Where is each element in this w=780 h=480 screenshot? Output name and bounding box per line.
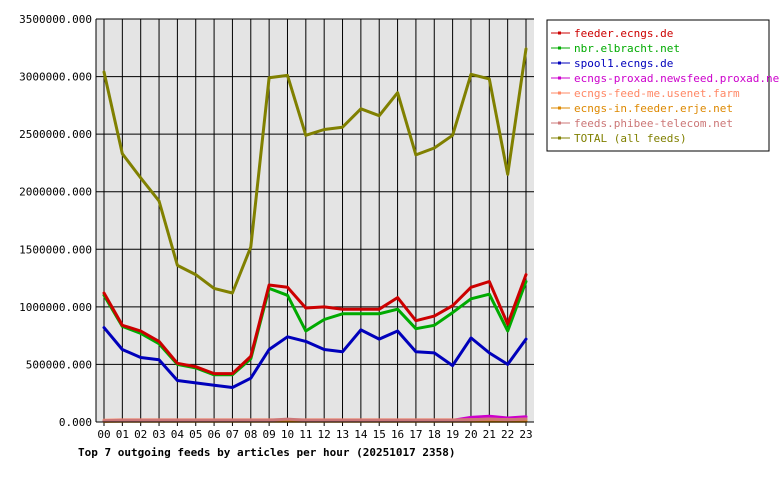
x-tick-label: 08 <box>244 428 257 441</box>
x-tick-label: 06 <box>207 428 220 441</box>
x-tick-label: 05 <box>189 428 202 441</box>
legend-label: feeder.ecngs.de <box>574 27 673 40</box>
legend-marker <box>558 76 561 80</box>
y-tick-label: 500000.000 <box>26 358 92 371</box>
chart-title: Top 7 outgoing feeds by articles per hou… <box>78 446 456 459</box>
series-lines <box>102 47 528 423</box>
legend-label: spool1.ecngs.de <box>574 57 673 70</box>
legend-label: nbr.elbracht.net <box>574 42 680 55</box>
series-line <box>102 326 528 389</box>
x-tick-label: 00 <box>97 428 110 441</box>
x-tick-label: 20 <box>464 428 477 441</box>
legend-label: feeds.phibee-telecom.net <box>574 117 733 130</box>
x-tick-label: 11 <box>299 428 312 441</box>
x-tick-label: 13 <box>336 428 349 441</box>
x-tick-label: 12 <box>318 428 331 441</box>
x-tick-label: 03 <box>152 428 165 441</box>
series-line <box>102 273 528 376</box>
x-tick-label: 04 <box>171 428 185 441</box>
x-tick-label: 01 <box>116 428 129 441</box>
y-tick-label: 3500000.000 <box>19 13 92 26</box>
x-tick-label: 22 <box>501 428 514 441</box>
y-tick-label: 1500000.000 <box>19 243 92 256</box>
x-tick-label: 10 <box>281 428 294 441</box>
x-tick-label: 09 <box>263 428 276 441</box>
legend-marker <box>558 46 561 50</box>
y-axis-ticks: 0.000 500000.000 1000000.000 1500000.000 200… <box>19 13 92 429</box>
x-tick-label: 07 <box>226 428 239 441</box>
y-tick-label: 2000000.000 <box>19 186 92 199</box>
legend-marker <box>558 136 561 140</box>
legend-label: ecngs-proxad.newsfeed.proxad.net <box>574 72 780 85</box>
legend-label: ecngs-in.feeder.erje.net <box>574 102 733 115</box>
y-tick-label: 0.000 <box>59 416 92 429</box>
x-tick-label: 23 <box>519 428 532 441</box>
y-tick-label: 2500000.000 <box>19 128 92 141</box>
legend: feeder.ecngs.de nbr.elbracht.net spool1.ec… <box>546 19 780 152</box>
legend-marker <box>558 106 561 110</box>
x-tick-label: 18 <box>428 428 441 441</box>
series-line <box>102 417 528 423</box>
legend-marker <box>558 121 561 125</box>
x-tick-label: 16 <box>391 428 404 441</box>
legend-box <box>546 19 770 152</box>
x-axis-ticks: 00 01 02 03 04 05 06 07 08 09 10 11 12 13 14 15 16 17 18 19… <box>97 422 533 441</box>
legend-marker <box>558 91 561 95</box>
x-tick-label: 19 <box>446 428 459 441</box>
grid-lines <box>96 18 534 422</box>
legend-marker <box>558 61 561 65</box>
legend-label: ecngs-feed-me.usenet.farm <box>574 87 740 100</box>
legend-label: TOTAL (all feeds) <box>574 132 687 145</box>
legend-marker <box>558 31 561 35</box>
x-tick-label: 17 <box>409 428 422 441</box>
x-tick-label: 21 <box>483 428 496 441</box>
x-tick-label: 15 <box>373 428 386 441</box>
y-tick-label: 3000000.000 <box>19 71 92 84</box>
x-tick-label: 14 <box>354 428 368 441</box>
y-tick-label: 1000000.000 <box>19 301 92 314</box>
series-line <box>102 47 528 295</box>
x-tick-label: 02 <box>134 428 147 441</box>
